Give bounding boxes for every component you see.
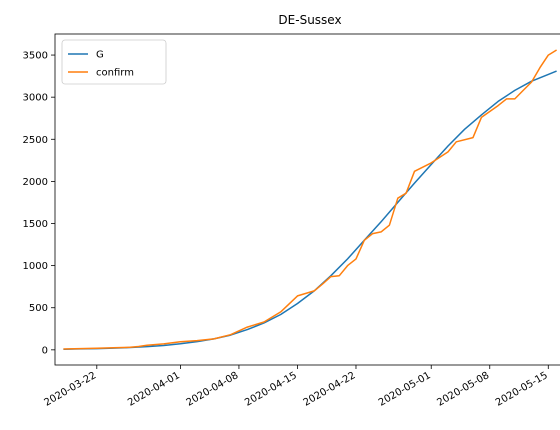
chart-title: DE-Sussex — [278, 13, 341, 27]
x-tick-label: 2020-03-22 — [42, 370, 98, 409]
x-axis: 2020-03-22 2020-04-01 2020-04-08 2020-04-15… — [42, 365, 550, 409]
legend-label-G: G — [96, 50, 104, 61]
x-tick-label: 2020-04-15 — [243, 370, 299, 409]
y-tick-label: 500 — [29, 303, 48, 314]
y-tick-label: 3500 — [23, 51, 48, 62]
series-line-G — [63, 70, 557, 350]
x-tick-label: 2020-05-08 — [435, 370, 491, 409]
series-layer — [63, 49, 557, 350]
y-tick-label: 0 — [42, 345, 48, 356]
x-tick-label: 2020-04-22 — [302, 370, 358, 409]
legend-box — [61, 39, 167, 85]
x-tick-label: 2020-04-08 — [185, 370, 241, 409]
x-tick-label: 2020-04-01 — [126, 370, 182, 409]
x-tick-label: 2020-05-15 — [494, 370, 550, 409]
y-tick-label: 1500 — [23, 219, 48, 230]
legend-label-confirm: confirm — [96, 68, 134, 79]
y-axis: 0 500 1000 1500 2000 2500 3000 3500 — [23, 51, 55, 356]
plot-frame — [54, 33, 560, 366]
y-tick-label: 2000 — [23, 177, 48, 188]
y-tick-label: 3000 — [23, 93, 48, 104]
x-tick-label: 2020-05-01 — [377, 370, 433, 409]
series-line-confirm — [63, 49, 557, 350]
y-tick-label: 2500 — [23, 135, 48, 146]
y-tick-label: 1000 — [23, 261, 48, 272]
